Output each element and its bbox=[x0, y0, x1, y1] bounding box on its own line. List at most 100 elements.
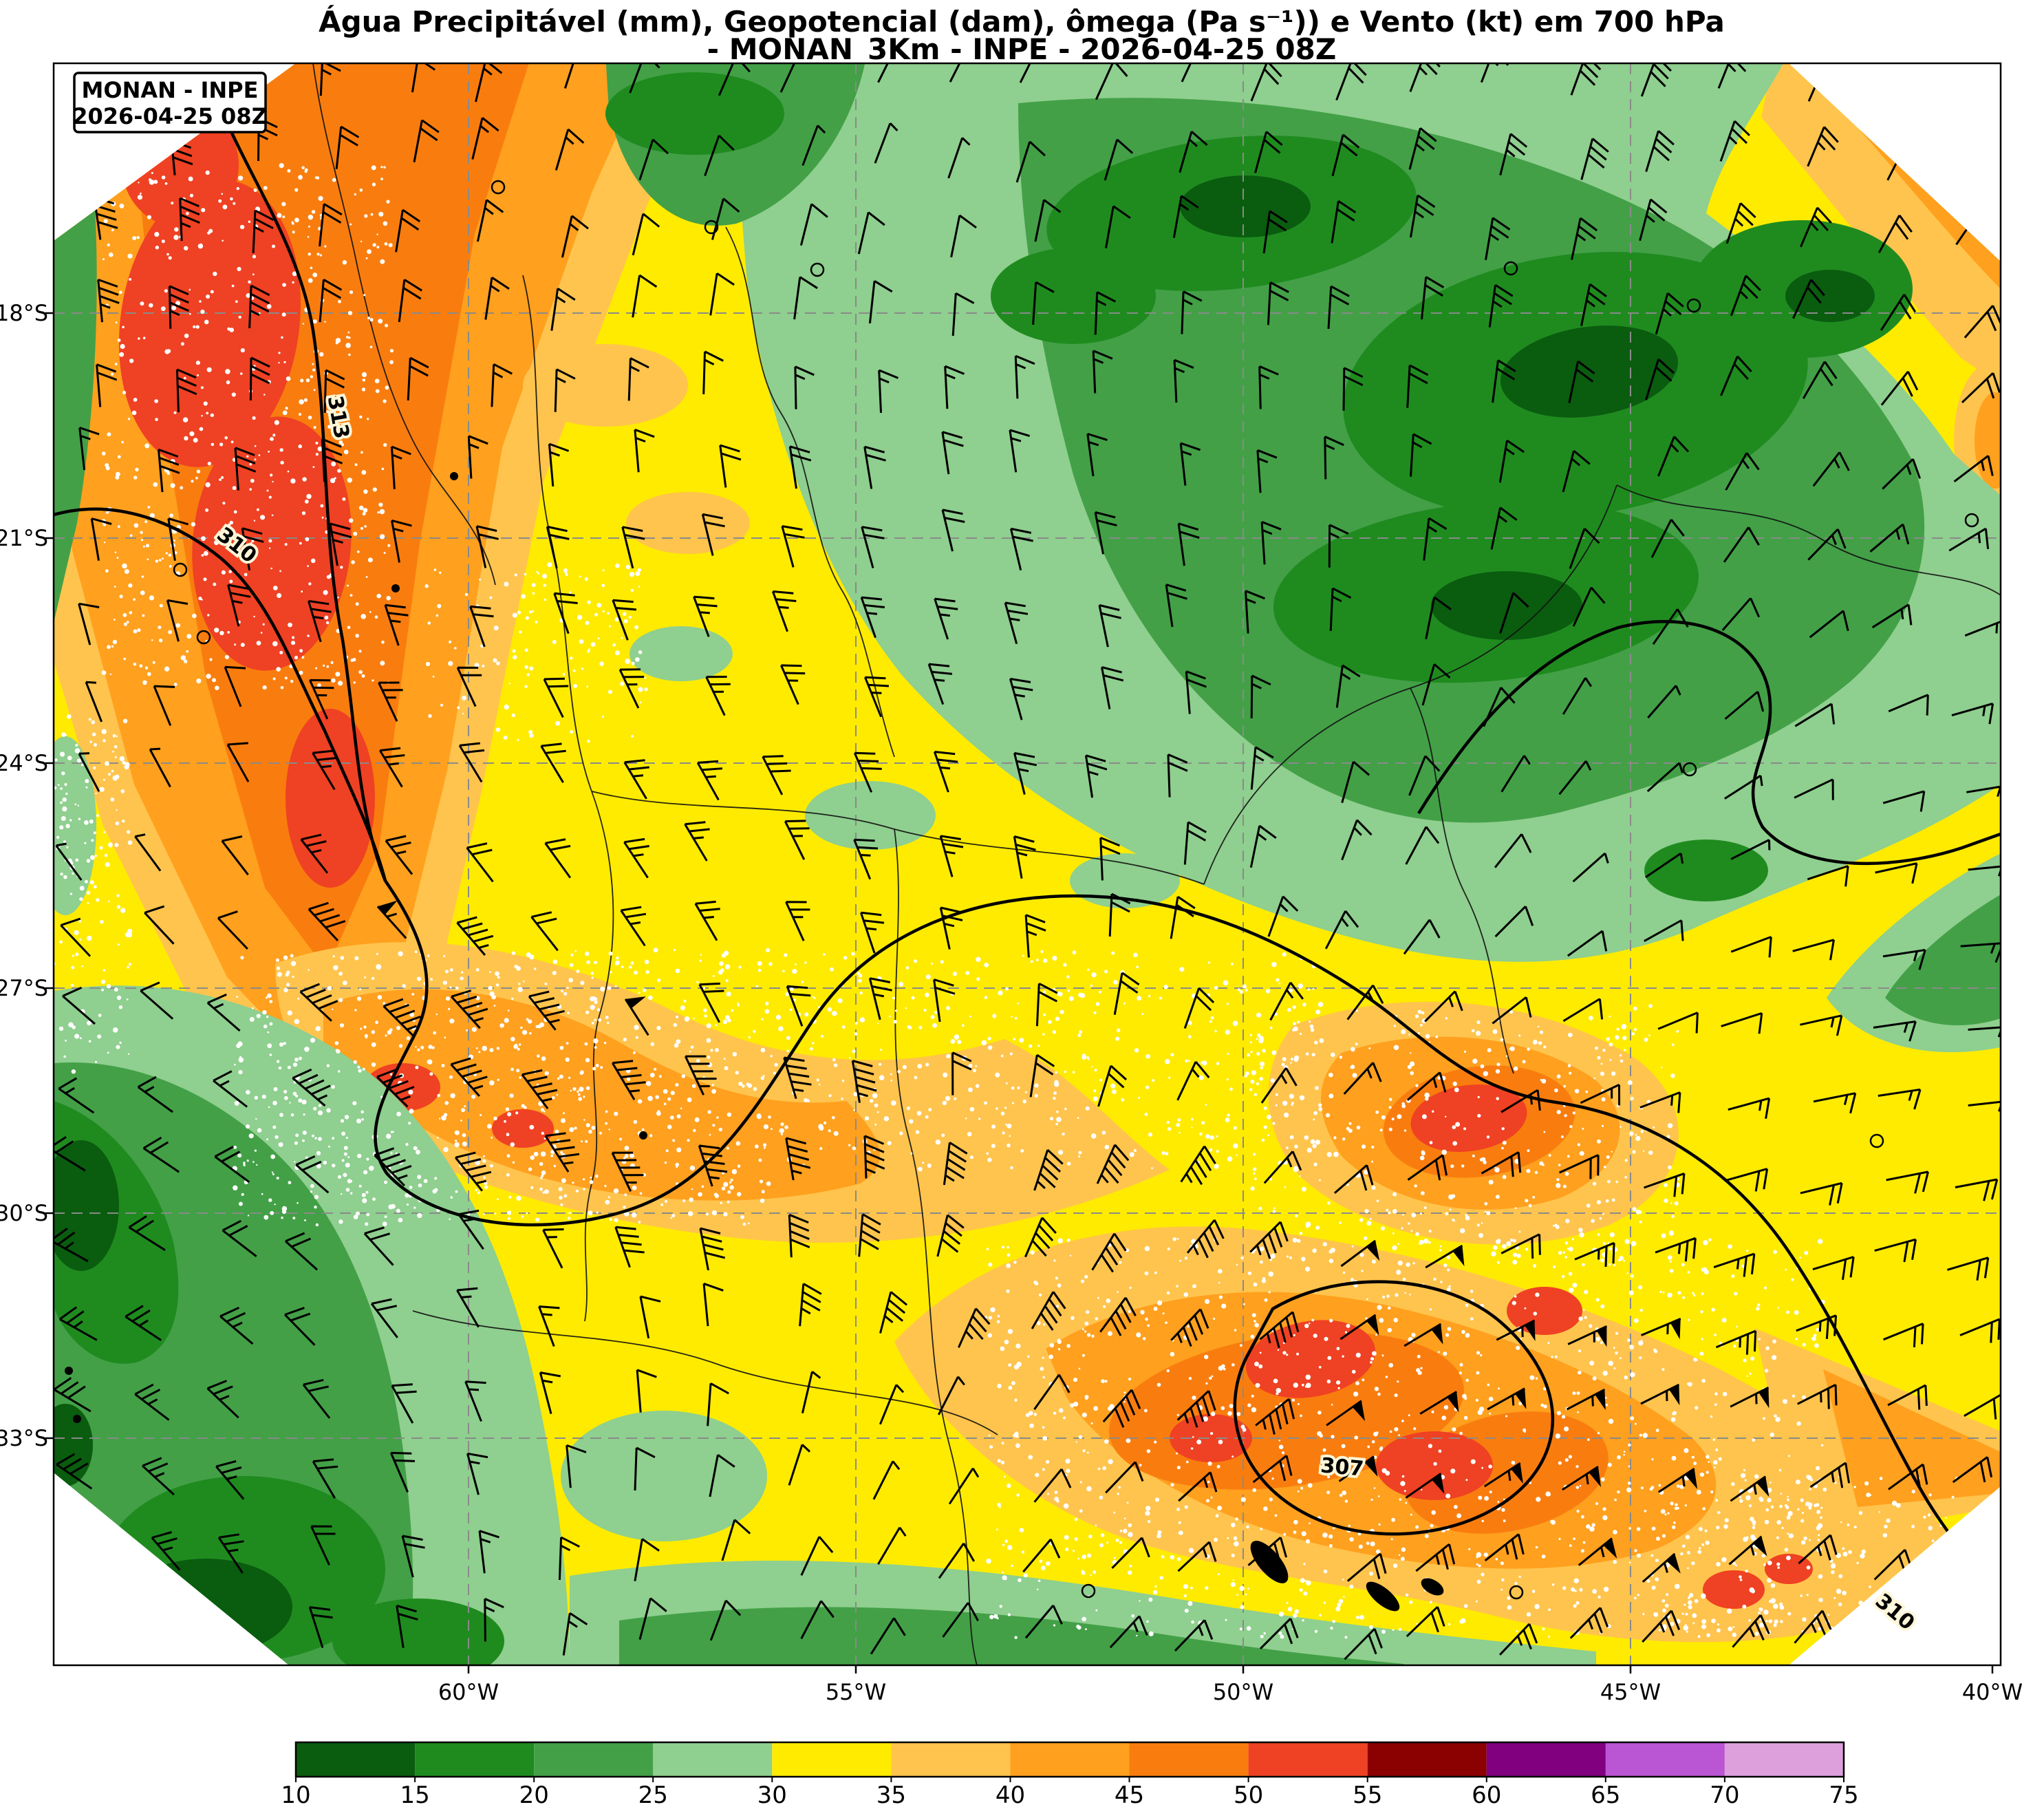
speckle-dot bbox=[1445, 1115, 1447, 1118]
speckle-dot bbox=[1263, 1106, 1267, 1111]
speckle-dot bbox=[388, 243, 393, 248]
speckle-dot bbox=[1066, 1162, 1071, 1166]
speckle-dot bbox=[186, 212, 189, 215]
speckle-dot bbox=[1623, 1453, 1625, 1456]
speckle-dot bbox=[1055, 1016, 1060, 1021]
speckle-dot bbox=[570, 730, 574, 734]
speckle-dot bbox=[874, 1103, 879, 1108]
speckle-dot bbox=[1249, 1088, 1253, 1091]
speckle-dot bbox=[1247, 1053, 1250, 1057]
speckle-dot bbox=[1342, 1579, 1344, 1581]
barb-staff bbox=[85, 681, 103, 723]
wind-barb bbox=[221, 835, 249, 876]
speckle-dot bbox=[111, 372, 114, 376]
speckle-dot bbox=[1256, 1012, 1262, 1018]
field-region bbox=[1410, 1084, 1527, 1152]
speckle-dot bbox=[1480, 1064, 1485, 1069]
barb-staff bbox=[1807, 865, 1849, 887]
speckle-dot bbox=[1147, 1324, 1150, 1327]
field-region bbox=[1885, 895, 2001, 1025]
colorbar-tick-label: 50 bbox=[1234, 1782, 1263, 1807]
speckle-dot bbox=[1592, 1376, 1597, 1381]
speckle-dot bbox=[663, 1102, 667, 1106]
barb-staff bbox=[1567, 930, 1608, 957]
speckle-dot bbox=[78, 817, 81, 821]
speckle-dot bbox=[1066, 975, 1070, 979]
speckle-dot bbox=[1329, 1318, 1333, 1323]
speckle-dot bbox=[1225, 1118, 1230, 1122]
speckle-dot bbox=[347, 310, 353, 315]
speckle-dot bbox=[650, 1042, 655, 1047]
speckle-dot bbox=[54, 758, 58, 762]
wind-barb bbox=[1728, 1097, 1771, 1119]
speckle-dot bbox=[1086, 1056, 1089, 1059]
speckle-dot bbox=[1705, 1540, 1710, 1546]
speckle-dot bbox=[1666, 1135, 1670, 1138]
speckle-dot bbox=[443, 1146, 449, 1153]
speckle-dot bbox=[1161, 1555, 1165, 1559]
wind-barb bbox=[1882, 949, 1926, 970]
speckle-dot bbox=[243, 1162, 246, 1164]
speckle-dot bbox=[126, 621, 129, 623]
speckle-dot bbox=[384, 1180, 387, 1184]
speckle-dot bbox=[191, 522, 196, 527]
barb-staff bbox=[321, 438, 343, 482]
speckle-dot bbox=[1014, 1016, 1018, 1020]
speckle-dot bbox=[1681, 1544, 1686, 1548]
wind-barb bbox=[851, 1060, 877, 1103]
speckle-dot bbox=[1205, 1586, 1209, 1590]
speckle-dot bbox=[1187, 1060, 1190, 1062]
speckle-dot bbox=[208, 370, 211, 372]
speckle-dot bbox=[1816, 1526, 1820, 1530]
speckle-dot bbox=[209, 658, 213, 661]
wind-barb bbox=[1177, 522, 1200, 566]
wind-barb bbox=[1869, 523, 1910, 553]
speckle-dot bbox=[74, 748, 80, 753]
speckle-dot bbox=[1077, 1117, 1079, 1119]
speckle-dot bbox=[712, 1124, 716, 1127]
speckle-dot bbox=[605, 1016, 609, 1020]
speckle-dot bbox=[1303, 1563, 1306, 1565]
speckle-dot bbox=[222, 204, 228, 210]
barb-staff bbox=[206, 993, 241, 1032]
wind-barb bbox=[1812, 451, 1850, 487]
wind-barb bbox=[134, 833, 162, 872]
speckle-dot bbox=[987, 1157, 992, 1162]
speckle-dot bbox=[1236, 1154, 1238, 1156]
wind-barb bbox=[60, 917, 92, 957]
barb-staff bbox=[1713, 1252, 1756, 1277]
speckle-dot bbox=[1459, 1619, 1464, 1624]
speckle-dot bbox=[434, 1177, 438, 1180]
speckle-dot bbox=[1733, 1345, 1736, 1348]
speckle-dot bbox=[1232, 1579, 1235, 1581]
speckle-dot bbox=[1471, 1029, 1475, 1033]
speckle-dot bbox=[292, 1062, 298, 1067]
speckle-dot bbox=[1142, 1337, 1146, 1340]
speckle-dot bbox=[1562, 1275, 1565, 1279]
speckle-dot bbox=[340, 1119, 345, 1123]
wind-barb bbox=[1875, 862, 1918, 884]
speckle-dot bbox=[278, 1066, 282, 1070]
wind-barb bbox=[1728, 1535, 1767, 1565]
speckle-dot bbox=[542, 1191, 545, 1194]
wind-barb bbox=[1725, 452, 1760, 491]
speckle-dot bbox=[954, 1034, 960, 1040]
wind-barb bbox=[1105, 205, 1131, 248]
speckle-dot bbox=[1661, 1368, 1665, 1371]
speckle-dot bbox=[367, 557, 373, 563]
info-box-line1: MONAN - INPE bbox=[82, 77, 259, 103]
barb-staff bbox=[1340, 1314, 1377, 1340]
speckle-dot bbox=[1780, 1620, 1783, 1623]
speckle-dot bbox=[1192, 1396, 1196, 1400]
speckle-dot bbox=[647, 1095, 653, 1102]
speckle-dot bbox=[1282, 1451, 1284, 1455]
speckle-dot bbox=[984, 996, 988, 999]
speckle-dot bbox=[1869, 1585, 1871, 1588]
speckle-dot bbox=[377, 995, 383, 1000]
speckle-dot bbox=[1543, 1404, 1547, 1409]
speckle-dot bbox=[701, 1185, 704, 1188]
speckle-dot bbox=[437, 603, 442, 608]
speckle-dot bbox=[197, 374, 199, 376]
wind-barb bbox=[378, 681, 403, 722]
speckle-dot bbox=[1770, 1583, 1776, 1588]
